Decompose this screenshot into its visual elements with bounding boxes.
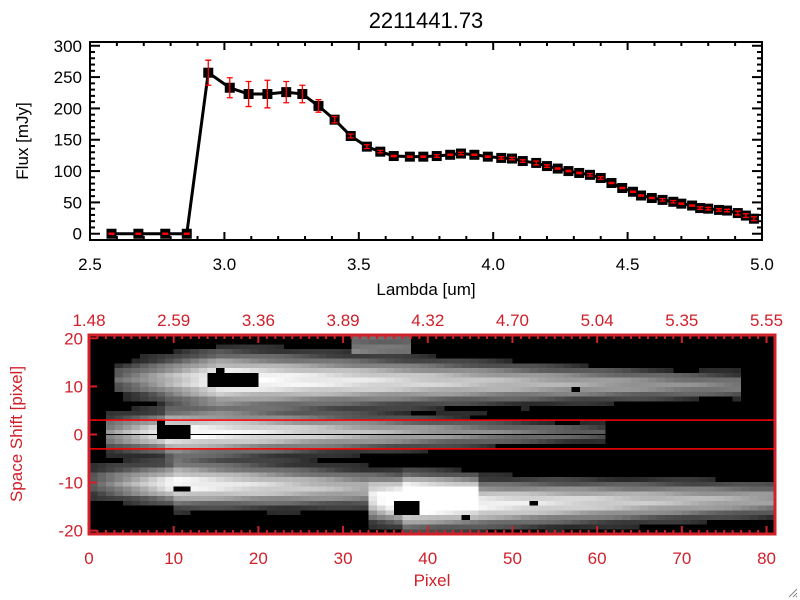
- error-bar: [484, 155, 491, 158]
- x-axis-label: Lambda [um]: [376, 280, 475, 299]
- error-bar: [183, 232, 190, 236]
- error-bar: [509, 156, 516, 161]
- error-bar: [457, 151, 464, 156]
- flux-spectrum-plot: 2.5 3.0 3.5 4.0 4.5 5.0 0 50 100 150 200 250 300 Lamb…: [13, 37, 774, 299]
- top-wavelength-label: 2.59: [157, 311, 190, 330]
- y-tick-label: 20: [64, 329, 83, 348]
- error-bar: [264, 79, 271, 109]
- error-bar: [705, 206, 712, 211]
- y-tick-label: -20: [58, 522, 83, 541]
- error-bar: [543, 164, 550, 168]
- resize-grip-icon[interactable]: [786, 586, 798, 598]
- error-bar: [162, 232, 169, 236]
- y-tick-label: 0: [74, 426, 83, 445]
- y-tick-label: -10: [58, 474, 83, 493]
- error-bar: [108, 232, 115, 236]
- error-bar: [331, 115, 338, 124]
- error-bar: [750, 216, 757, 222]
- y-tick-label: 10: [64, 377, 83, 396]
- top-wavelength-label: 3.36: [242, 311, 275, 330]
- error-bar: [135, 232, 142, 236]
- error-bar: [533, 160, 540, 166]
- error-bar: [406, 155, 413, 158]
- x-tick-label: 0: [84, 549, 93, 568]
- error-bar: [205, 59, 212, 86]
- y-tick-label: 0: [73, 225, 82, 244]
- x-tick-label: 30: [334, 549, 353, 568]
- x-tick-label: 4.0: [481, 255, 505, 274]
- x-tick-label: 2.5: [78, 255, 102, 274]
- error-bar: [670, 199, 677, 204]
- error-bar: [299, 84, 306, 104]
- top-wavelength-label: 3.89: [327, 311, 360, 330]
- y-tick-label: 300: [54, 37, 82, 56]
- error-bar: [315, 98, 322, 113]
- x-tick-label: 50: [503, 549, 522, 568]
- error-bar: [363, 144, 370, 150]
- error-bar: [498, 156, 505, 160]
- x-tick-label: 5.0: [750, 255, 774, 274]
- top-wavelength-label: 4.32: [411, 311, 444, 330]
- error-bar: [283, 80, 290, 104]
- x-tick-label: 20: [249, 549, 268, 568]
- plot-title: 2211441.73: [369, 8, 484, 33]
- error-bar: [619, 186, 626, 190]
- error-bar: [586, 172, 593, 177]
- top-wavelength-label: 4.70: [496, 311, 529, 330]
- error-bar: [678, 202, 685, 205]
- y-tick-label: 100: [54, 162, 82, 181]
- y-axis-label: Space Shift [pixel]: [7, 366, 26, 502]
- error-bar: [447, 153, 454, 157]
- y-tick-label: 50: [63, 193, 82, 212]
- x-axis-label: Pixel: [414, 571, 451, 590]
- error-bar: [433, 154, 440, 158]
- error-bar: [648, 196, 655, 200]
- error-bar: [226, 77, 233, 99]
- error-bar: [554, 167, 561, 170]
- plot-frame: [89, 41, 763, 241]
- error-bar: [734, 210, 741, 216]
- x-tick-label: 10: [164, 549, 183, 568]
- x-tick-label: 4.5: [616, 255, 640, 274]
- error-bar: [597, 176, 604, 180]
- error-bar: [377, 149, 384, 154]
- error-bar: [659, 197, 666, 202]
- top-wavelength-label: 5.35: [665, 311, 698, 330]
- error-bar: [420, 155, 427, 158]
- x-tick-label: 70: [672, 549, 691, 568]
- error-bar: [715, 208, 722, 212]
- top-wavelength-label: 5.04: [581, 311, 614, 330]
- error-bar: [742, 213, 749, 219]
- top-wavelength-label: 5.55: [750, 311, 783, 330]
- error-bar: [565, 169, 572, 173]
- error-bar: [608, 181, 615, 185]
- error-bar: [724, 208, 731, 213]
- y-tick-label: 200: [54, 99, 82, 118]
- error-bar: [390, 154, 397, 158]
- y-axis-label: Flux [mJy]: [13, 102, 32, 179]
- x-tick-label: 3.5: [347, 255, 371, 274]
- top-wavelength-label: 1.48: [72, 311, 105, 330]
- error-bar: [689, 204, 696, 207]
- error-bar: [629, 190, 636, 194]
- x-tick-label: 3.0: [213, 255, 237, 274]
- error-bar: [245, 80, 252, 108]
- y-tick-label: 250: [54, 68, 82, 87]
- y-tick-label: 150: [54, 131, 82, 150]
- error-bar: [576, 171, 583, 175]
- error-bar: [347, 133, 354, 139]
- error-bar: [519, 159, 526, 163]
- error-bar: [638, 194, 645, 197]
- x-tick-label: 40: [418, 549, 437, 568]
- x-tick-label: 60: [588, 549, 607, 568]
- error-bar: [471, 153, 478, 157]
- error-bar: [697, 206, 704, 210]
- x-tick-label: 80: [757, 549, 776, 568]
